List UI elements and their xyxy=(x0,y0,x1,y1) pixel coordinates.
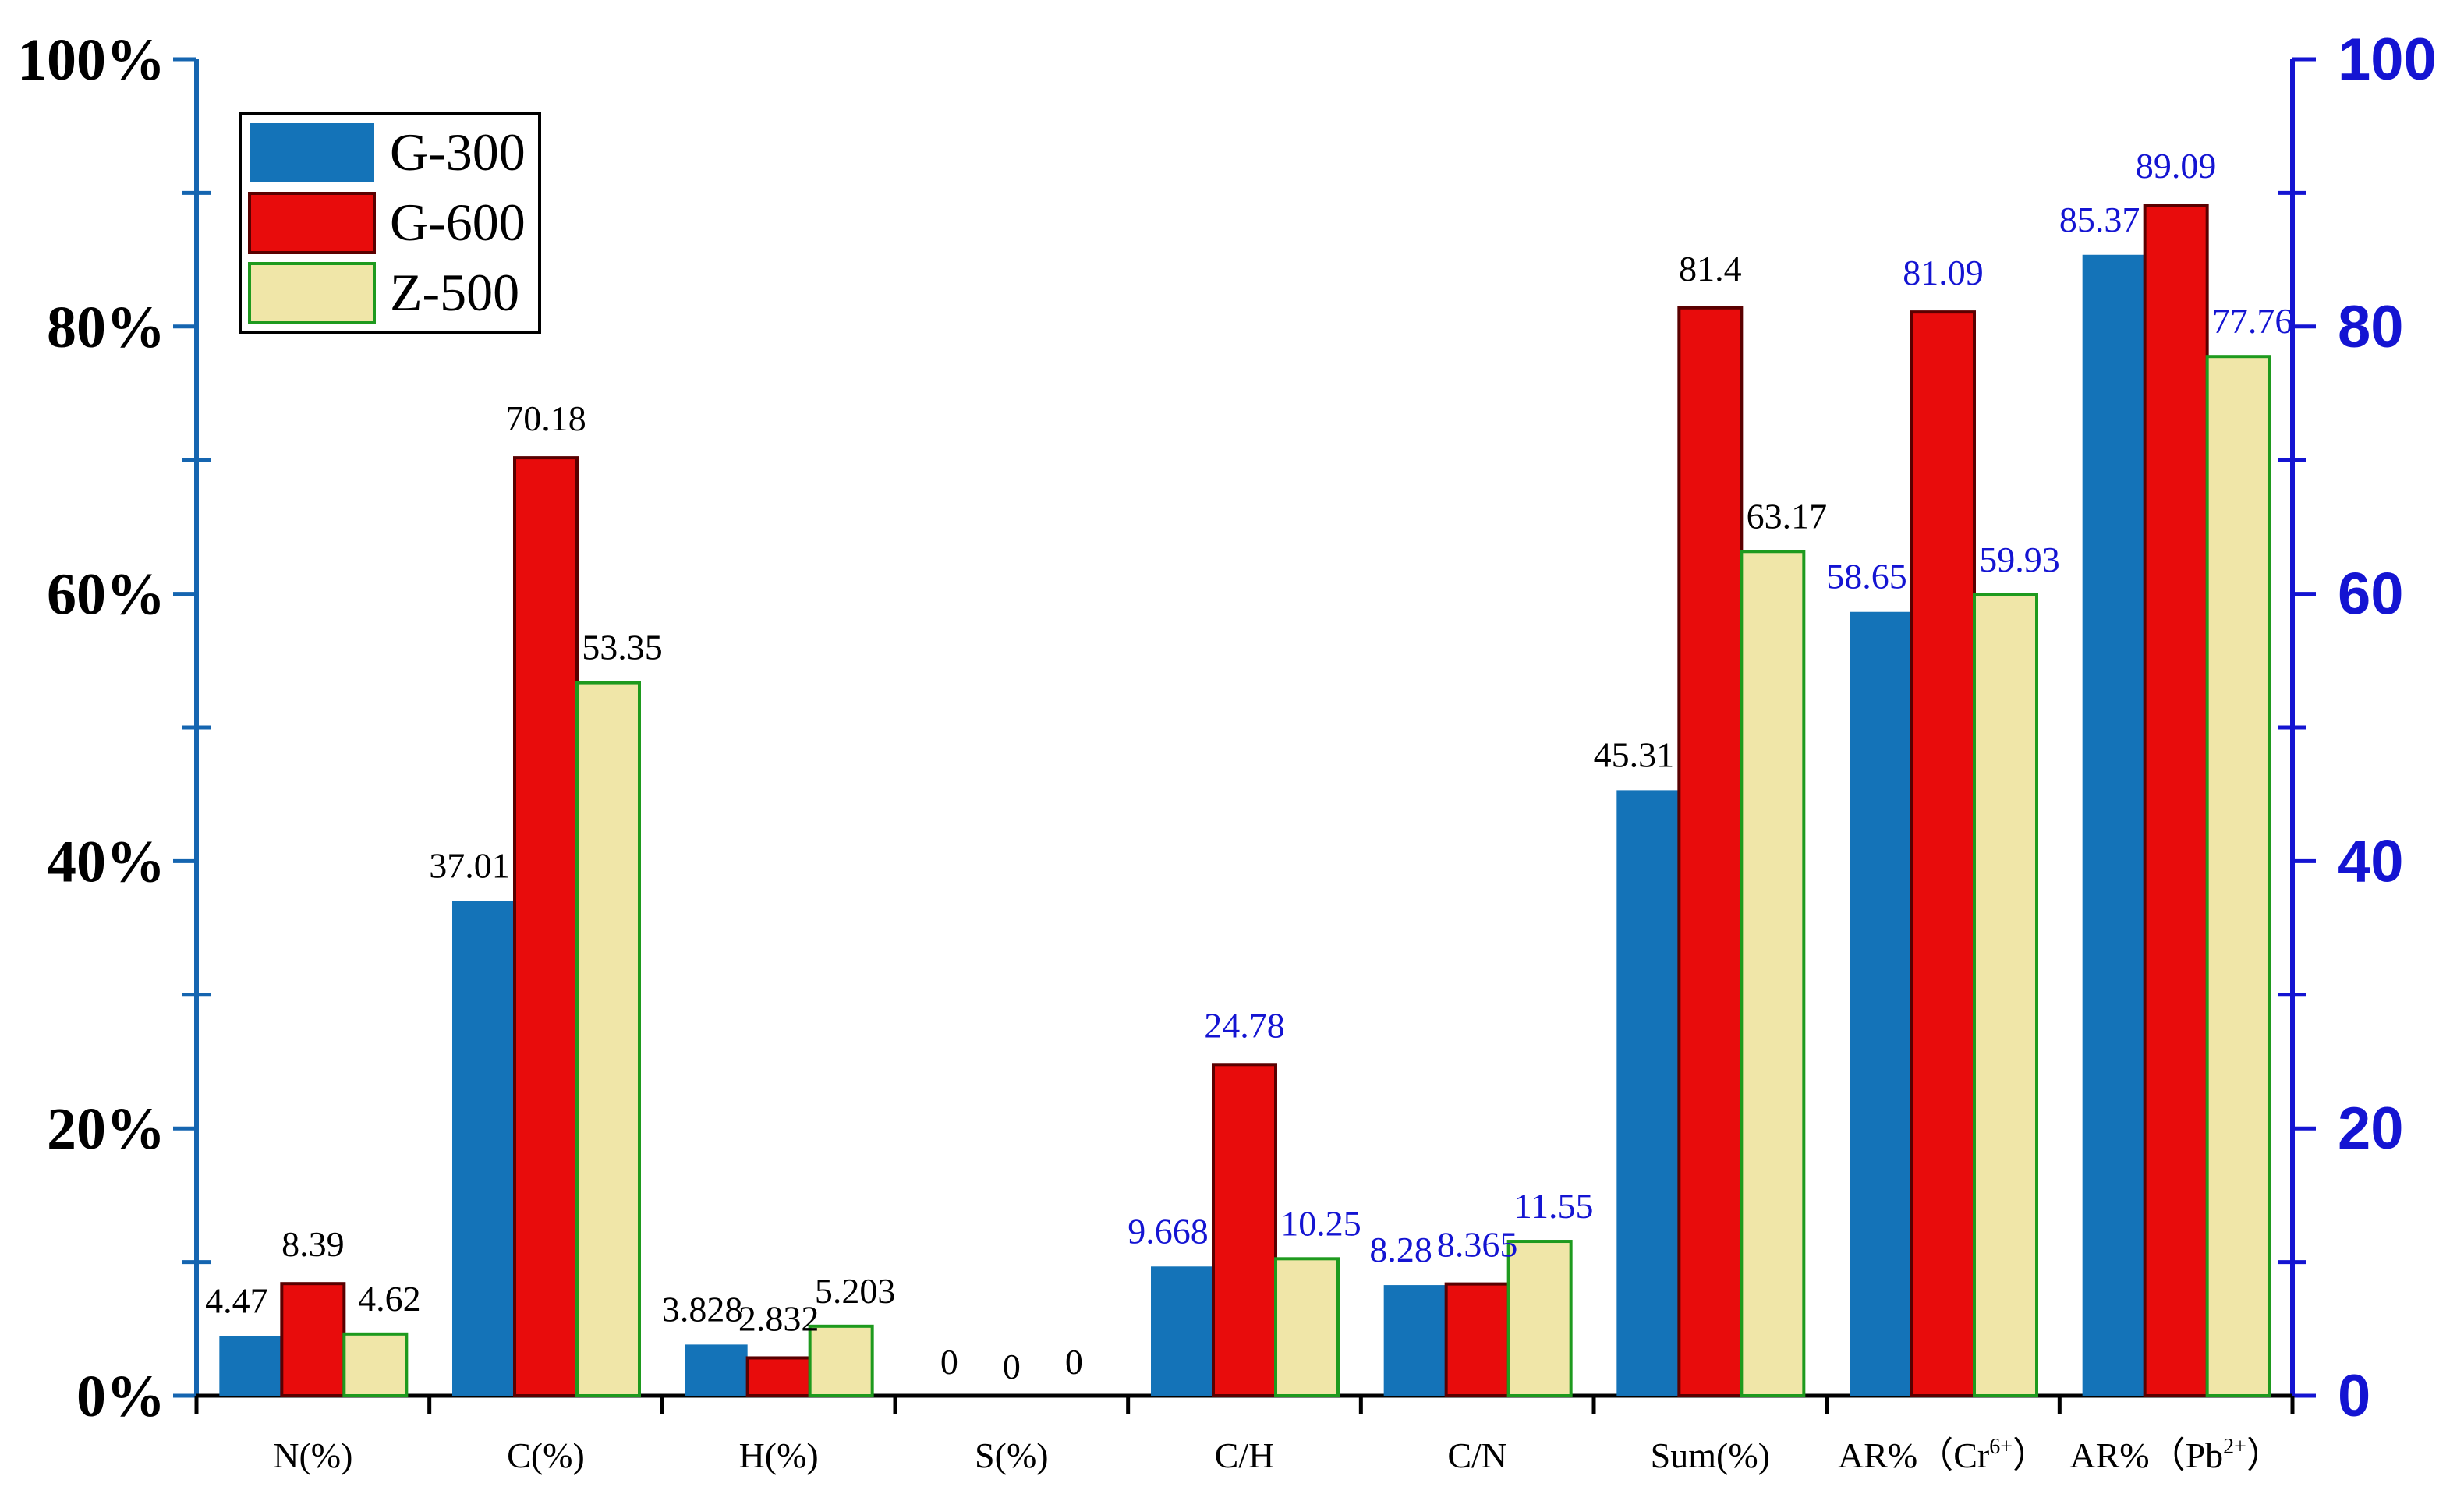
right-tick-label: 0 xyxy=(2338,1363,2370,1429)
data-label-g-600-2: 2.832 xyxy=(738,1298,820,1338)
data-label-g-300-7: 58.65 xyxy=(1826,557,1907,596)
legend-swatch-g-300 xyxy=(250,123,374,182)
left-tick-label: 20% xyxy=(47,1096,165,1162)
data-label-g-600-8: 89.09 xyxy=(2136,146,2217,186)
x-tick-label: C/H xyxy=(1215,1435,1275,1475)
right-tick-label: 100 xyxy=(2338,27,2437,93)
left-tick-label: 80% xyxy=(47,295,165,360)
data-label-g-300-1: 37.01 xyxy=(429,846,510,886)
data-label-g-300-5: 8.28 xyxy=(1369,1230,1432,1269)
data-label-g-600-6: 81.4 xyxy=(1679,249,1742,289)
bar-g-600-7 xyxy=(1910,310,1976,1397)
bar-z-500-7 xyxy=(1973,593,2038,1397)
bar-g-300-8 xyxy=(2082,254,2145,1396)
bar-g-600-8 xyxy=(2143,203,2209,1397)
bar-g-600-2 xyxy=(745,1356,812,1397)
x-tick-label: Sum(%) xyxy=(1651,1435,1770,1475)
bar-g-300-7 xyxy=(1850,611,1912,1396)
data-label-g-300-6: 45.31 xyxy=(1594,735,1675,774)
x-tick-label: N(%) xyxy=(273,1435,352,1475)
data-label-z-500-2: 5.203 xyxy=(815,1271,896,1311)
data-label-g-600-0: 8.39 xyxy=(281,1224,345,1264)
x-tick-label: AR%（Pb2+） xyxy=(2069,1435,2282,1475)
bar-g-300-1 xyxy=(452,901,515,1396)
bar-g-300-0 xyxy=(219,1336,282,1396)
x-tick-label: AR%（Cr6+） xyxy=(1838,1435,2048,1475)
bar-z-500-6 xyxy=(1740,550,1806,1397)
bar-z-500-2 xyxy=(808,1324,874,1397)
bar-z-500-8 xyxy=(2205,355,2271,1397)
x-tick-label: C/N xyxy=(1447,1435,1507,1475)
bar-z-500-4 xyxy=(1274,1257,1340,1397)
bar-g-600-0 xyxy=(280,1282,346,1398)
left-tick-label: 60% xyxy=(47,562,165,628)
data-label-z-500-7: 59.93 xyxy=(1979,540,2060,579)
data-label-g-600-7: 81.09 xyxy=(1903,253,1984,292)
x-tick-label: H(%) xyxy=(739,1435,819,1475)
data-label-g-300-8: 85.37 xyxy=(2059,200,2140,239)
bar-z-500-1 xyxy=(575,681,641,1397)
data-label-z-500-3: 0 xyxy=(1065,1342,1083,1382)
data-label-z-500-1: 53.35 xyxy=(582,628,663,667)
x-tick-label: S(%) xyxy=(975,1435,1049,1475)
left-tick-label: 40% xyxy=(47,829,165,894)
right-tick-label: 60 xyxy=(2338,561,2404,628)
bar-g-600-6 xyxy=(1677,306,1744,1398)
data-label-g-600-3: 0 xyxy=(1003,1347,1021,1386)
data-label-z-500-8: 77.76 xyxy=(2212,301,2293,341)
data-label-g-600-4: 24.78 xyxy=(1204,1005,1285,1045)
bars xyxy=(219,203,2271,1398)
data-label-z-500-4: 10.25 xyxy=(1280,1203,1361,1243)
data-label-g-300-3: 0 xyxy=(940,1342,958,1382)
legend: G-300 G-600 Z-500 xyxy=(239,112,541,334)
bar-g-600-5 xyxy=(1444,1282,1510,1397)
bar-g-600-1 xyxy=(513,456,579,1398)
right-tick-label: 40 xyxy=(2338,828,2404,894)
data-label-g-600-1: 70.18 xyxy=(505,398,586,438)
legend-label-z-500: Z-500 xyxy=(390,263,519,322)
data-labels: 4.47 8.39 4.62 37.01 70.18 53.35 3.8282.8325.2… xyxy=(205,146,2292,1386)
bar-g-300-2 xyxy=(685,1344,748,1396)
left-tick-label: 0% xyxy=(76,1364,165,1429)
x-axis: N(%) C(%) H(%) S(%) C/H C/N Sum(%) AR%（Cr6+） AR%… xyxy=(194,1396,2295,1475)
data-label-g-300-2: 3.828 xyxy=(662,1289,743,1329)
data-label-g-600-5: 8.365 xyxy=(1437,1225,1518,1265)
data-label-z-500-5: 11.55 xyxy=(1514,1186,1594,1226)
bar-g-300-6 xyxy=(1616,790,1680,1396)
bar-z-500-0 xyxy=(342,1332,409,1398)
bar-g-300-4 xyxy=(1151,1266,1213,1396)
legend-label-g-600: G-600 xyxy=(390,193,526,252)
legend-label-g-300: G-300 xyxy=(390,122,526,182)
legend-swatch-z-500 xyxy=(248,262,376,324)
data-label-g-300-4: 9.668 xyxy=(1128,1211,1209,1251)
data-label-z-500-0: 4.62 xyxy=(358,1279,421,1319)
data-label-g-300-0: 4.47 xyxy=(205,1280,268,1320)
left-tick-label: 100% xyxy=(17,27,165,93)
right-tick-label: 80 xyxy=(2338,294,2404,360)
legend-swatch-g-600 xyxy=(248,192,376,254)
bar-g-300-5 xyxy=(1383,1285,1446,1396)
bar-g-600-4 xyxy=(1212,1063,1277,1397)
right-tick-label: 20 xyxy=(2338,1096,2404,1162)
x-tick-label: C(%) xyxy=(507,1435,585,1475)
right-axis: 0 20 40 60 80 100 xyxy=(2278,27,2437,1429)
left-axis: 0% 20% 40% 60% 80% 100% xyxy=(17,27,211,1429)
bar-z-500-5 xyxy=(1506,1240,1573,1397)
data-label-z-500-6: 63.17 xyxy=(1747,496,1828,536)
